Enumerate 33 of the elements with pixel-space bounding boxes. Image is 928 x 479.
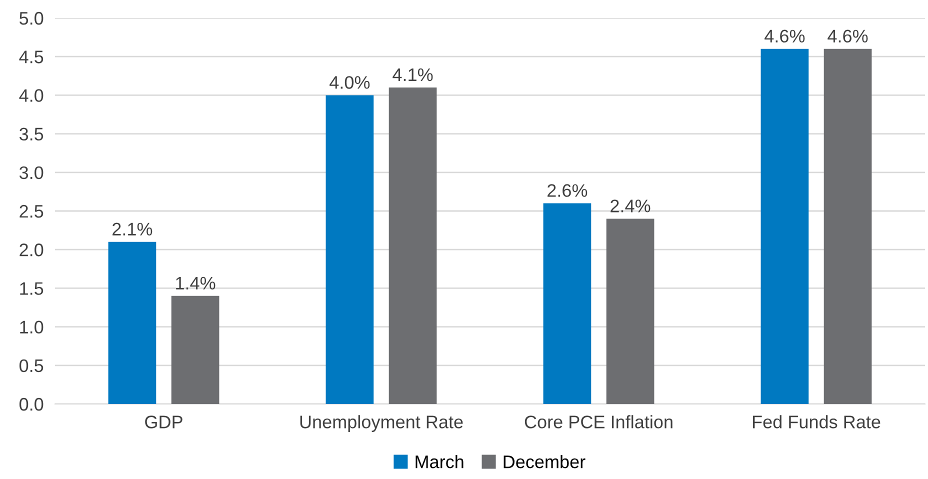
y-tick-label: 3.0 (19, 166, 44, 180)
bar (388, 87, 437, 404)
y-tick-label: 2.0 (20, 244, 44, 256)
y-tick-label: 0.5 (19, 359, 44, 372)
bar (760, 48, 809, 404)
data-label: 2.4% (610, 200, 650, 212)
x-tick-label: GDP (145, 416, 182, 428)
data-label: 4.0% (330, 76, 370, 89)
y-tick-label: 2.5 (20, 204, 44, 218)
data-label: 4.6% (828, 30, 868, 43)
data-label: 2.1% (112, 222, 152, 236)
x-tick-label: Fed Funds Rate (753, 415, 880, 428)
x-tick-label: Unemployment Rate (300, 415, 463, 432)
y-tick-label: 1.5 (20, 282, 44, 295)
bar (326, 95, 374, 404)
y-tick-label: 5.0 (20, 12, 44, 25)
data-label: 2.6% (548, 184, 588, 197)
bar (171, 296, 220, 404)
y-tick-label: 0.0 (19, 398, 44, 411)
data-label: 4.6% (764, 30, 805, 43)
x-tick-label: Core PCE Inflation (524, 415, 672, 428)
data-label: 4.1% (392, 68, 433, 82)
y-tick-label: 4.5 (19, 50, 44, 64)
bar (824, 48, 872, 404)
legend-label: December (504, 454, 586, 468)
bar (108, 242, 156, 404)
legend-label: March (416, 454, 464, 468)
y-tick-label: 3.5 (19, 128, 44, 141)
y-tick-label: 4.0 (19, 89, 44, 102)
data-label: 1.4% (176, 276, 216, 290)
y-tick-label: 1.0 (20, 320, 44, 334)
bar (606, 218, 654, 404)
bar (543, 203, 592, 404)
